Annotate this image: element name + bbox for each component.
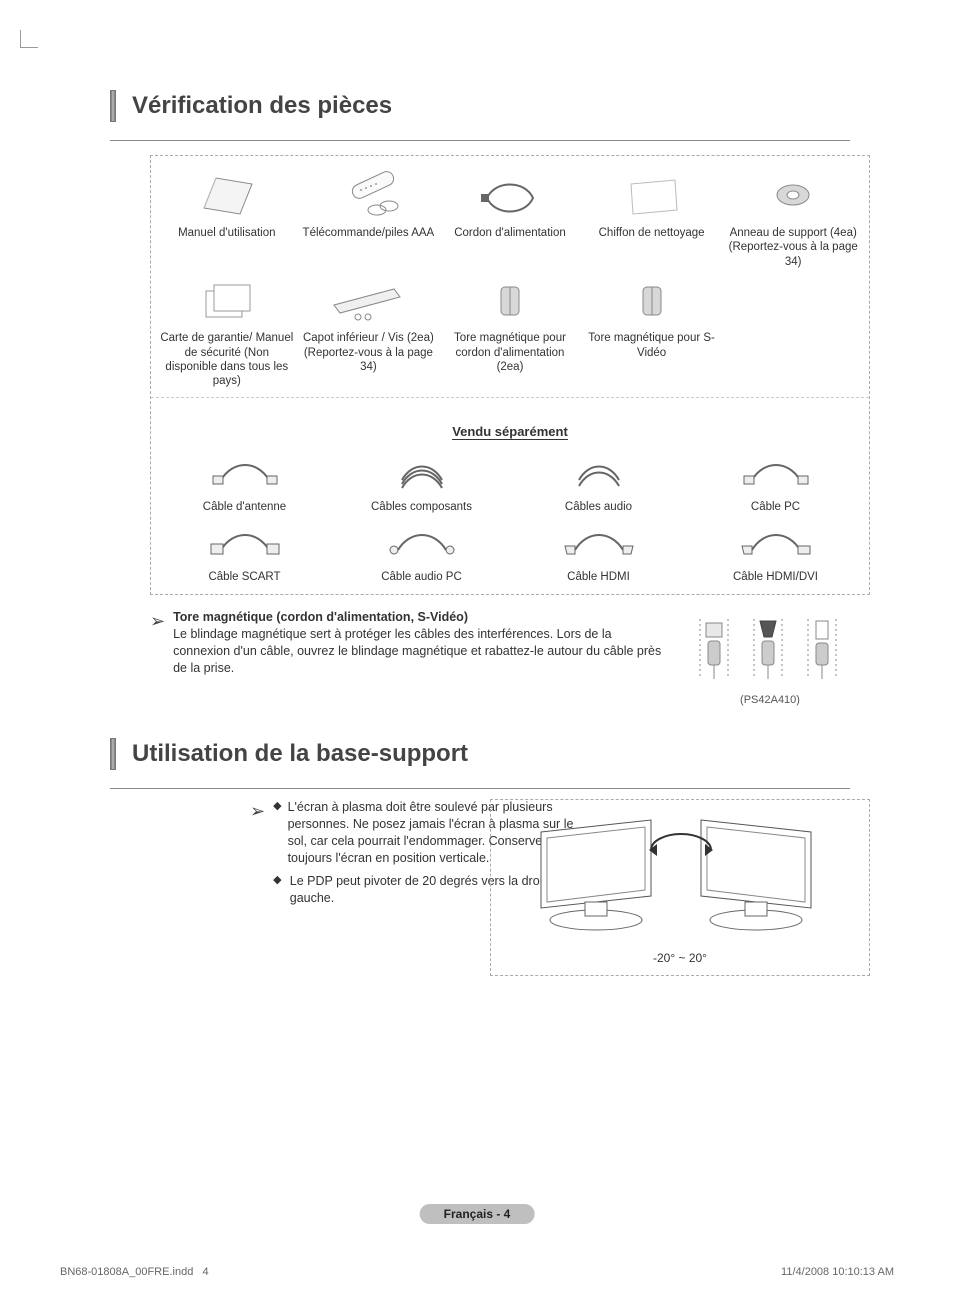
sold-separately-grid: Câble d'antenne Câbles composants C bbox=[159, 450, 861, 585]
part-cloth: Chiffon de nettoyage bbox=[584, 170, 720, 269]
ferrite-text: Tore magnétique (cordon d'alimentation, … bbox=[173, 609, 670, 677]
section2-rule bbox=[110, 788, 850, 789]
part-bottom-cover: Capot inférieur / Vis (2ea) (Reportez-vo… bbox=[301, 275, 437, 389]
part-label: Cordon d'alimentation bbox=[442, 226, 578, 240]
included-grid: Manuel d'utilisation Télécommande/piles … bbox=[159, 170, 861, 389]
section2-title: Utilisation de la base-support bbox=[132, 740, 468, 768]
swivel-icon bbox=[501, 810, 861, 940]
part-ferrite-power: Tore magnétique pour cordon d'alimentati… bbox=[442, 275, 578, 389]
note-arrow-icon: ➢ bbox=[250, 799, 265, 867]
print-footer-left: BN68-01808A_00FRE.indd 4 bbox=[60, 1266, 209, 1278]
part-manual: Manuel d'utilisation bbox=[159, 170, 295, 269]
power-cord-icon bbox=[475, 170, 545, 220]
swivel-diagram: -20° ~ 20° bbox=[490, 799, 870, 976]
component-cable-icon bbox=[382, 450, 462, 494]
part-label: Chiffon de nettoyage bbox=[584, 226, 720, 240]
cable-component: Câbles composants bbox=[336, 450, 507, 514]
cable-label: Câbles audio bbox=[513, 500, 684, 514]
warranty-icon bbox=[192, 275, 262, 325]
audio-cable-icon bbox=[559, 450, 639, 494]
cable-hdmi: Câble HDMI bbox=[513, 520, 684, 584]
part-holder-ring: Anneau de support (4ea) (Reportez-vous à… bbox=[725, 170, 861, 269]
heading-bar-icon bbox=[110, 90, 116, 122]
ferrite-images: (PS42A410) bbox=[670, 609, 870, 708]
cable-antenna: Câble d'antenne bbox=[159, 450, 330, 514]
print-page: 4 bbox=[202, 1266, 208, 1278]
cable-scart: Câble SCART bbox=[159, 520, 330, 584]
bullet-diamond-icon: ◆ bbox=[273, 799, 281, 867]
cable-pc-audio: Câble audio PC bbox=[336, 520, 507, 584]
sold-separately-title: Vendu séparément bbox=[452, 424, 568, 440]
bottom-cover-icon bbox=[328, 275, 408, 325]
section2-heading: Utilisation de la base-support bbox=[110, 738, 900, 770]
hdmi-cable-icon bbox=[559, 520, 639, 564]
hdmi-dvi-cable-icon bbox=[736, 520, 816, 564]
section1-rule bbox=[110, 140, 850, 141]
part-label: Anneau de support (4ea) (Reportez-vous à… bbox=[725, 226, 861, 269]
scart-cable-icon bbox=[205, 520, 285, 564]
ferrite-install-icon bbox=[680, 609, 860, 689]
part-empty bbox=[725, 275, 861, 389]
cable-audio: Câbles audio bbox=[513, 450, 684, 514]
part-label: Tore magnétique pour S-Vidéo bbox=[584, 331, 720, 360]
part-label: Télécommande/piles AAA bbox=[301, 226, 437, 240]
part-power-cord: Cordon d'alimentation bbox=[442, 170, 578, 269]
cable-label: Câble d'antenne bbox=[159, 500, 330, 514]
note-arrow-icon: ➢ bbox=[150, 609, 165, 633]
ferrite-icon bbox=[617, 275, 687, 325]
cable-label: Câble HDMI bbox=[513, 570, 684, 584]
sold-separately-section: Vendu séparément Câble d'antenne bbox=[151, 397, 869, 585]
part-label: Tore magnétique pour cordon d'alimentati… bbox=[442, 331, 578, 374]
section1-heading: Vérification des pièces bbox=[110, 90, 900, 122]
ferrite-body: Le blindage magnétique sert à protéger l… bbox=[173, 627, 661, 675]
parts-box: Manuel d'utilisation Télécommande/piles … bbox=[150, 155, 870, 595]
print-footer-right: 11/4/2008 10:10:13 AM bbox=[781, 1266, 894, 1278]
pc-audio-cable-icon bbox=[382, 520, 462, 564]
ferrite-note: ➢ Tore magnétique (cordon d'alimentation… bbox=[150, 609, 870, 708]
crop-mark-tl bbox=[20, 30, 38, 48]
cable-label: Câble HDMI/DVI bbox=[690, 570, 861, 584]
pc-cable-icon bbox=[736, 450, 816, 494]
cable-label: Câble audio PC bbox=[336, 570, 507, 584]
ferrite-title: Tore magnétique (cordon d'alimentation, … bbox=[173, 610, 468, 624]
cloth-icon bbox=[617, 170, 687, 220]
angle-label: -20° ~ 20° bbox=[501, 951, 859, 965]
section1-title: Vérification des pièces bbox=[132, 92, 392, 120]
section2-body: ➢ ◆ L'écran à plasma doit être soulevé p… bbox=[150, 799, 870, 979]
holder-ring-icon bbox=[758, 170, 828, 220]
page: Vérification des pièces Manuel d'utilisa… bbox=[50, 30, 900, 979]
print-filename: BN68-01808A_00FRE.indd bbox=[60, 1266, 193, 1278]
part-warranty: Carte de garantie/ Manuel de sécurité (N… bbox=[159, 275, 295, 389]
heading-bar-icon bbox=[110, 738, 116, 770]
remote-icon bbox=[333, 170, 403, 220]
manual-icon bbox=[192, 170, 262, 220]
cable-label: Câble SCART bbox=[159, 570, 330, 584]
cable-label: Câble PC bbox=[690, 500, 861, 514]
ferrite-icon bbox=[475, 275, 545, 325]
cable-pc: Câble PC bbox=[690, 450, 861, 514]
ferrite-model: (PS42A410) bbox=[670, 693, 870, 708]
part-label: Manuel d'utilisation bbox=[159, 226, 295, 240]
part-label: Capot inférieur / Vis (2ea) (Reportez-vo… bbox=[301, 331, 437, 374]
bullet-diamond-icon: ◆ bbox=[273, 873, 284, 907]
cable-hdmi-dvi: Câble HDMI/DVI bbox=[690, 520, 861, 584]
antenna-cable-icon bbox=[205, 450, 285, 494]
page-footer-badge: Français - 4 bbox=[420, 1204, 535, 1224]
part-label: Carte de garantie/ Manuel de sécurité (N… bbox=[159, 331, 295, 389]
part-ferrite-svideo: Tore magnétique pour S-Vidéo bbox=[584, 275, 720, 389]
part-remote: Télécommande/piles AAA bbox=[301, 170, 437, 269]
cable-label: Câbles composants bbox=[336, 500, 507, 514]
